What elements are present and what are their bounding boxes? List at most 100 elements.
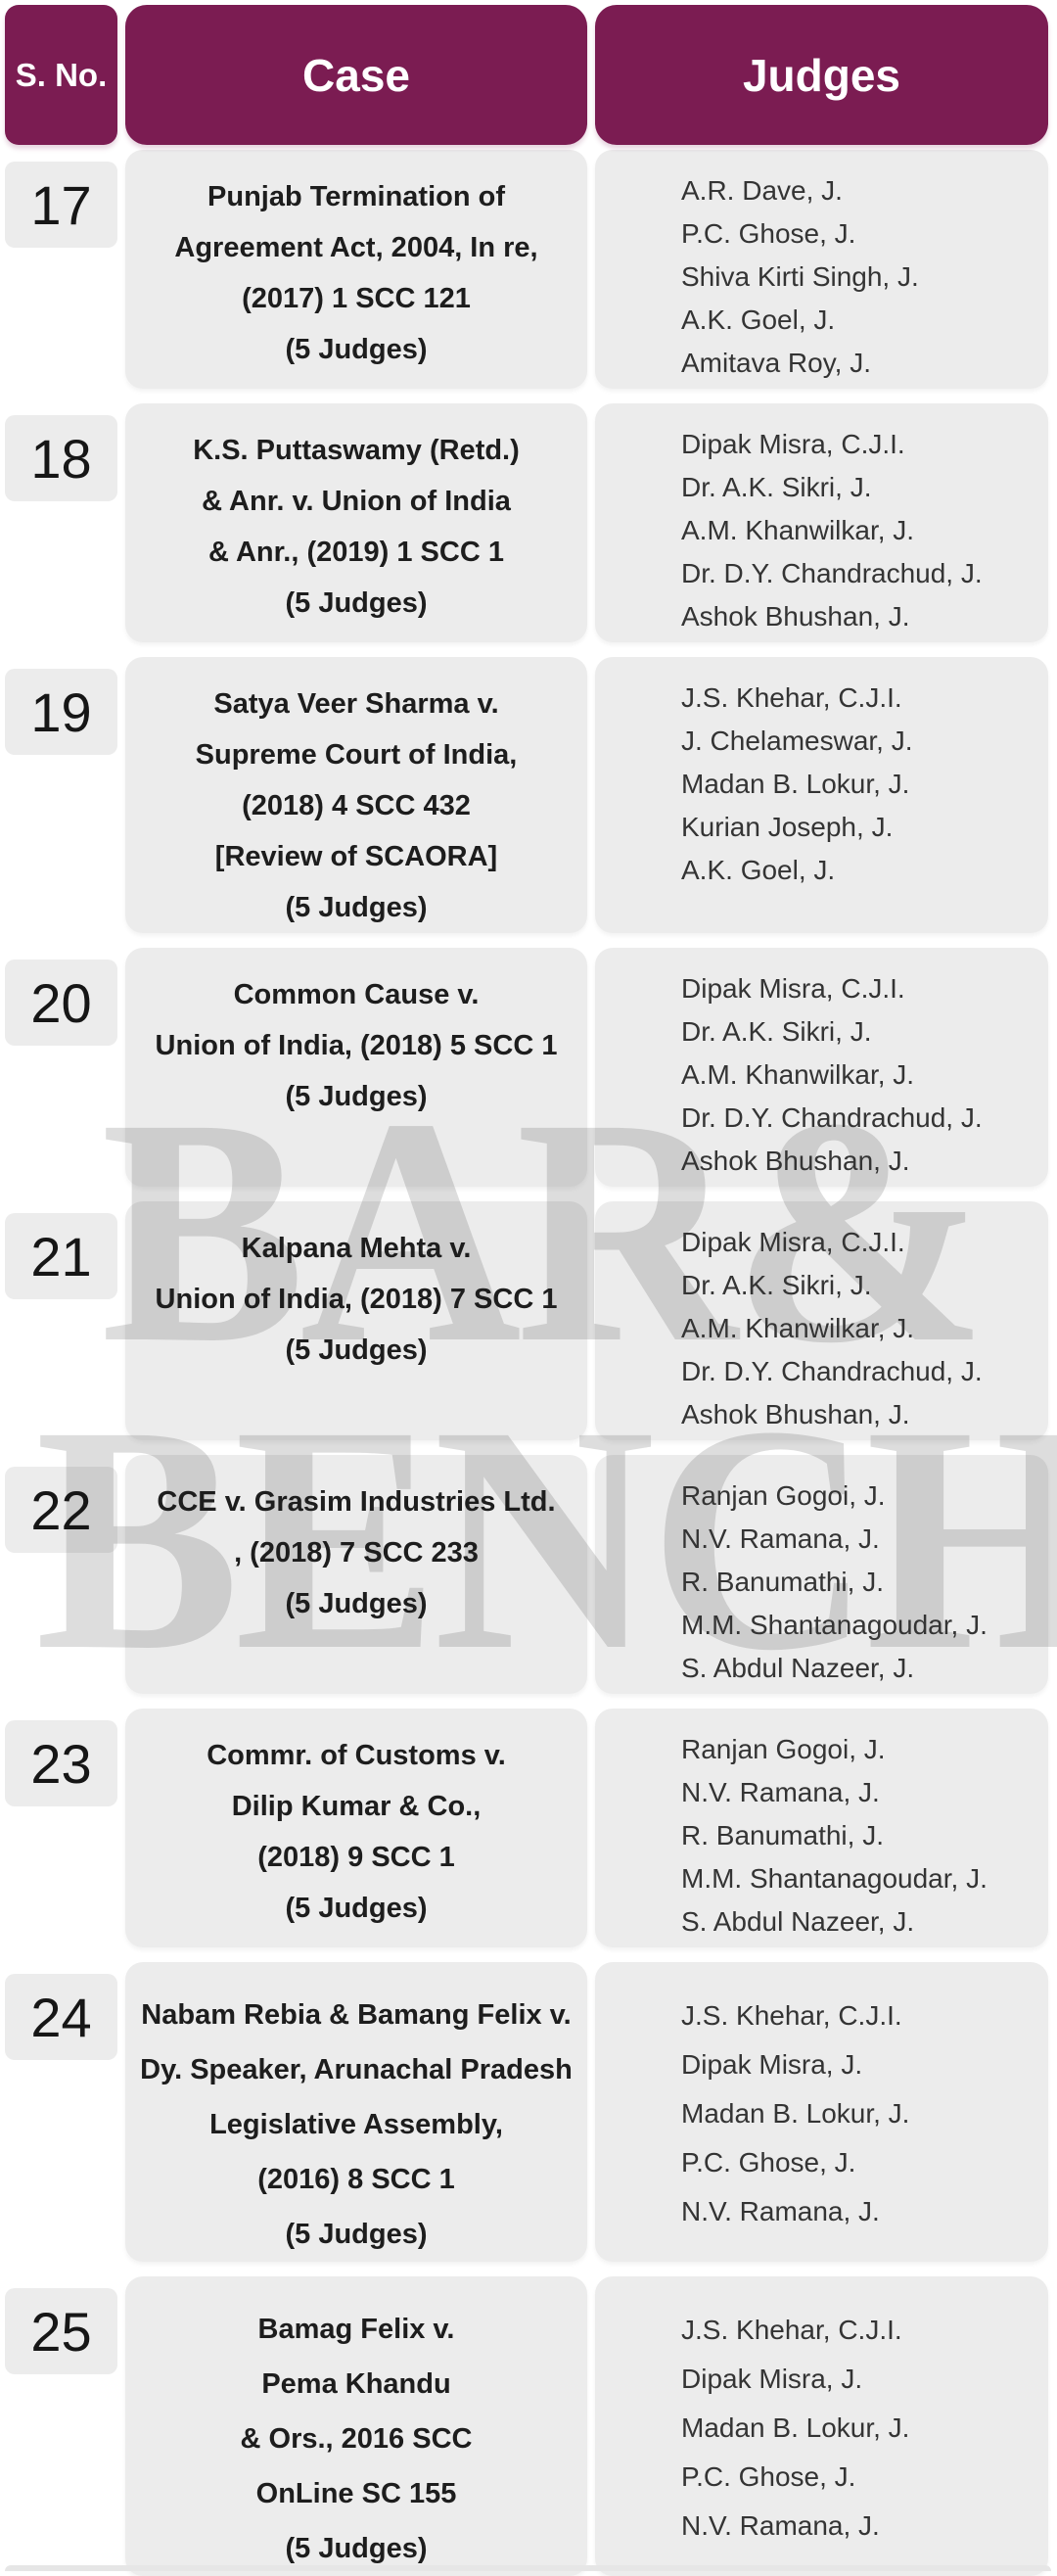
judge-name: Ranjan Gogoi, J. (681, 1734, 886, 1764)
case-line: & Anr., (2019) 1 SCC 1 (208, 537, 504, 568)
judge-name: Ashok Bhushan, J. (681, 1399, 910, 1429)
case-line: Union of India, (2018) 7 SCC 1 (155, 1284, 558, 1315)
judge-name: P.C. Ghose, J. (681, 2461, 856, 2492)
case-line: OnLine SC 155 (255, 2478, 457, 2509)
serial-number-box: 18 (5, 415, 117, 501)
case-cell: CCE v. Grasim Industries Ltd. , (2018) 7 … (125, 1455, 587, 1694)
judge-name: Ashok Bhushan, J. (681, 1146, 910, 1176)
serial-number: 18 (30, 427, 92, 490)
table-row: 24 Nabam Rebia & Bamang Felix v. Dy. Spea… (5, 1962, 1048, 2262)
judge-name: Ranjan Gogoi, J. (681, 1480, 886, 1511)
case-cell: K.S. Puttaswamy (Retd.) & Anr. v. Union o… (125, 403, 587, 642)
case-line: Punjab Termination of (207, 181, 505, 212)
case-line: (5 Judges) (285, 2533, 428, 2564)
judge-name: J.S. Khehar, C.J.I. (681, 682, 902, 713)
case-line: (5 Judges) (285, 1081, 428, 1112)
case-line: [Review of SCAORA] (214, 841, 498, 872)
judge-name: Dipak Misra, J. (681, 2364, 863, 2394)
case-line: (2018) 4 SCC 432 (242, 790, 471, 821)
serial-number: 24 (30, 1986, 92, 2048)
judge-name: Shiva Kirti Singh, J. (681, 261, 919, 292)
case-cell: Satya Veer Sharma v. Supreme Court of Ind… (125, 657, 587, 933)
case-line: (5 Judges) (285, 1893, 428, 1924)
judge-name: Amitava Roy, J. (681, 348, 871, 378)
case-line: Supreme Court of India, (195, 739, 518, 771)
judges-cell: J.S. Khehar, C.J.I. J. Chelameswar, J. Mad… (595, 657, 1048, 933)
table-row: 18 K.S. Puttaswamy (Retd.) & Anr. v. Unio… (5, 403, 1048, 642)
judge-name: A.M. Khanwilkar, J. (681, 1313, 915, 1343)
judges-cell: Ranjan Gogoi, J. N.V. Ramana, J. R. Banuma… (595, 1455, 1048, 1694)
judge-name: J. Chelameswar, J. (681, 726, 913, 756)
case-line: (5 Judges) (285, 1335, 428, 1366)
case-line: Dy. Speaker, Arunachal Pradesh (140, 2054, 573, 2085)
case-line: Common Cause v. (233, 979, 480, 1010)
judge-name: Dr. A.K. Sikri, J. (681, 1270, 872, 1300)
case-line: (2016) 8 SCC 1 (257, 2164, 455, 2195)
judge-name: S. Abdul Nazeer, J. (681, 1906, 915, 1937)
serial-number: 17 (30, 173, 92, 236)
case-line: Commr. of Customs v. (207, 1740, 506, 1771)
case-line: & Ors., 2016 SCC (240, 2423, 473, 2455)
serial-number-box: 17 (5, 162, 117, 248)
serial-number-box: 20 (5, 960, 117, 1046)
judge-name: A.K. Goel, J. (681, 304, 836, 335)
judge-name: Dipak Misra, J. (681, 2049, 863, 2080)
judge-name: P.C. Ghose, J. (681, 218, 856, 249)
judge-name: Dr. A.K. Sikri, J. (681, 472, 872, 502)
judge-name: A.R. Dave, J. (681, 175, 843, 206)
serial-number-box: 25 (5, 2288, 117, 2374)
judge-name: J.S. Khehar, C.J.I. (681, 2000, 902, 2031)
case-line: Union of India, (2018) 5 SCC 1 (155, 1030, 558, 1061)
judge-name: Dr. D.Y. Chandrachud, J. (681, 1102, 983, 1133)
case-cell: Commr. of Customs v. Dilip Kumar & Co., (2… (125, 1709, 587, 1947)
column-header-case: Case (125, 5, 587, 145)
case-line: (2017) 1 SCC 121 (242, 283, 471, 314)
judge-name: Kurian Joseph, J. (681, 812, 894, 842)
table-row: 19 Satya Veer Sharma v. Supreme Court of … (5, 657, 1048, 933)
serial-number: 19 (30, 680, 92, 743)
serial-number-box: 19 (5, 669, 117, 755)
case-line: (5 Judges) (285, 2219, 428, 2250)
case-line: Bamag Felix v. (257, 2314, 455, 2345)
judge-name: N.V. Ramana, J. (681, 2510, 880, 2541)
case-cell: Nabam Rebia & Bamang Felix v. Dy. Speaker… (125, 1962, 587, 2262)
serial-number: 25 (30, 2300, 92, 2363)
table-row: 22 CCE v. Grasim Industries Ltd. , (2018)… (5, 1455, 1048, 1694)
judge-name: N.V. Ramana, J. (681, 1777, 880, 1807)
case-line: (5 Judges) (285, 1588, 428, 1619)
judge-name: Madan B. Lokur, J. (681, 2098, 910, 2129)
case-cell: Common Cause v. Union of India, (2018) 5 … (125, 948, 587, 1187)
judge-name: Ashok Bhushan, J. (681, 601, 910, 632)
judges-cell: Ranjan Gogoi, J. N.V. Ramana, J. R. Banuma… (595, 1709, 1048, 1947)
judge-name: Dr. D.Y. Chandrachud, J. (681, 1356, 983, 1386)
judge-name: Dr. D.Y. Chandrachud, J. (681, 558, 983, 588)
serial-number: 20 (30, 971, 92, 1034)
case-line: (2018) 9 SCC 1 (257, 1842, 455, 1873)
case-line: Kalpana Mehta v. (241, 1233, 472, 1264)
judge-name: M.M. Shantanagoudar, J. (681, 1863, 988, 1894)
case-line: Agreement Act, 2004, In re, (174, 232, 538, 263)
judges-cell: Dipak Misra, C.J.I. Dr. A.K. Sikri, J. A.M… (595, 948, 1048, 1187)
judge-name: N.V. Ramana, J. (681, 1523, 880, 1554)
table-row: 21 Kalpana Mehta v. Union of India, (2018… (5, 1201, 1048, 1440)
judge-name: A.M. Khanwilkar, J. (681, 515, 915, 545)
case-line: (5 Judges) (285, 892, 428, 923)
serial-number-box: 24 (5, 1974, 117, 2060)
case-line: & Anr. v. Union of India (202, 486, 511, 517)
serial-number: 23 (30, 1732, 92, 1795)
case-cell: Bamag Felix v. Pema Khandu & Ors., 2016 SC… (125, 2276, 587, 2576)
case-line: Pema Khandu (261, 2368, 451, 2400)
case-line: , (2018) 7 SCC 233 (234, 1537, 479, 1569)
serial-number: 22 (30, 1478, 92, 1541)
judges-cell: Dipak Misra, C.J.I. Dr. A.K. Sikri, J. A.M… (595, 1201, 1048, 1440)
case-line: Nabam Rebia & Bamang Felix v. (141, 1999, 572, 2031)
case-line: Dilip Kumar & Co., (231, 1791, 482, 1822)
case-cell: Kalpana Mehta v. Union of India, (2018) 7… (125, 1201, 587, 1440)
case-line: Legislative Assembly, (209, 2109, 503, 2140)
column-header-judges: Judges (595, 5, 1048, 145)
column-header-s-no: S. No. (5, 5, 117, 145)
judge-name: Dipak Misra, C.J.I. (681, 973, 905, 1004)
table-header-row: S. No. Case Judges (5, 5, 1048, 145)
serial-number-box: 21 (5, 1213, 117, 1299)
judge-name: P.C. Ghose, J. (681, 2147, 856, 2178)
